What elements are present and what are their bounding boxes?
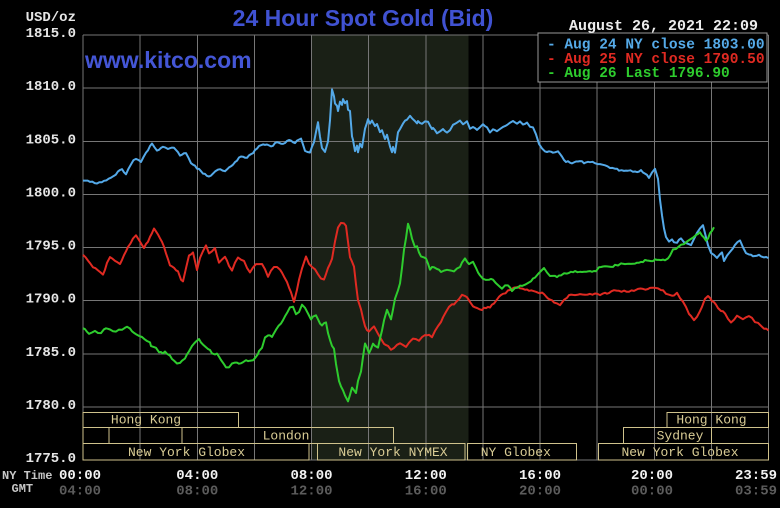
svg-text:1815.0: 1815.0 [26,26,76,42]
svg-text:- Aug 26 Last 1796.90: - Aug 26 Last 1796.90 [547,66,730,82]
svg-text:London: London [263,429,310,444]
svg-text:New York Globex: New York Globex [128,445,245,460]
svg-text:04:00: 04:00 [59,484,101,500]
svg-text:GMT: GMT [12,482,34,496]
svg-text:Sydney: Sydney [657,429,704,444]
svg-text:12:00: 12:00 [405,468,447,484]
svg-text:NY Time: NY Time [2,469,52,483]
svg-text:www.kitco.com: www.kitco.com [84,47,252,73]
svg-text:1785.0: 1785.0 [26,345,76,361]
svg-text:NY Globex: NY Globex [481,445,551,460]
svg-text:00:00: 00:00 [631,484,673,500]
svg-text:24 Hour Spot Gold (Bid): 24 Hour Spot Gold (Bid) [233,5,494,31]
svg-text:04:00: 04:00 [176,468,218,484]
svg-text:New York NYMEX: New York NYMEX [338,445,447,460]
svg-text:August 26, 2021 22:09: August 26, 2021 22:09 [569,18,758,35]
svg-text:03:59: 03:59 [735,484,777,500]
svg-text:16:00: 16:00 [519,468,561,484]
svg-text:12:00: 12:00 [290,484,332,500]
svg-text:1805.0: 1805.0 [26,132,76,148]
svg-text:1775.0: 1775.0 [26,451,76,467]
svg-text:USD/oz: USD/oz [26,10,76,26]
svg-text:23:59: 23:59 [735,468,777,484]
svg-text:- Aug 24 NY close 1803.00: - Aug 24 NY close 1803.00 [547,38,765,54]
svg-text:1800.0: 1800.0 [26,185,76,201]
svg-text:00:00: 00:00 [59,468,101,484]
svg-text:08:00: 08:00 [176,484,218,500]
svg-text:- Aug 25 NY close 1790.50: - Aug 25 NY close 1790.50 [547,52,765,68]
svg-text:Hong Kong: Hong Kong [111,413,181,428]
svg-text:16:00: 16:00 [405,484,447,500]
svg-text:Hong Kong: Hong Kong [676,413,746,428]
svg-text:08:00: 08:00 [290,468,332,484]
svg-text:New York Globex: New York Globex [621,445,738,460]
svg-text:20:00: 20:00 [519,484,561,500]
svg-text:1795.0: 1795.0 [26,239,76,255]
svg-text:1790.0: 1790.0 [26,292,76,308]
svg-text:1810.0: 1810.0 [26,79,76,95]
svg-text:20:00: 20:00 [631,468,673,484]
svg-text:1780.0: 1780.0 [26,398,76,414]
